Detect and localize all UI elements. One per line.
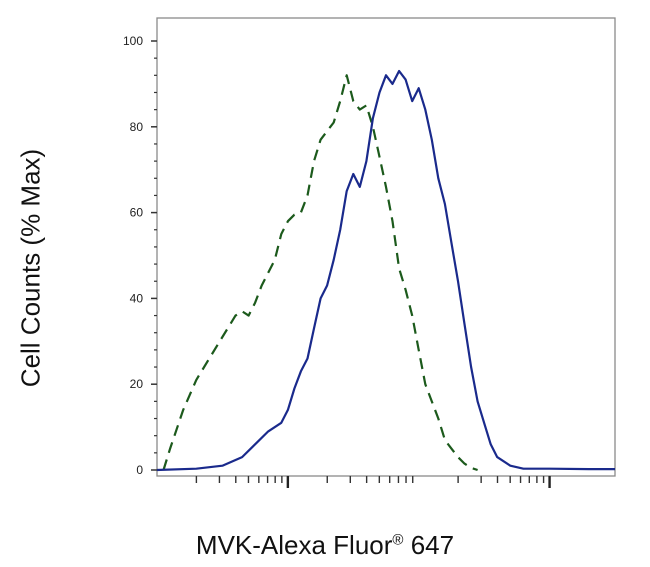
- y-tick-label: 40: [130, 291, 144, 305]
- y-axis-label: Cell Counts (% Max): [15, 148, 46, 388]
- plot-frame: [156, 17, 616, 477]
- y-tick-label: 80: [130, 120, 144, 134]
- y-tick-label: 0: [136, 463, 143, 477]
- y-tick-label: 100: [123, 34, 143, 48]
- y-tick-label: 60: [130, 206, 144, 220]
- x-axis: [195, 476, 551, 488]
- x-axis-label-text: MVK-Alexa Fluor: [195, 530, 393, 560]
- y-tick-label: 20: [130, 377, 144, 391]
- x-axis-label: MVK-Alexa Fluor® 647: [0, 530, 650, 561]
- series-line-solid: [156, 69, 615, 472]
- series-group: [156, 69, 615, 472]
- registered-mark: ®: [392, 531, 404, 549]
- y-axis: 0 20 40 60 80 100: [123, 34, 157, 477]
- x-axis-label-suffix: 647: [403, 530, 455, 560]
- series-line-dashed: [162, 74, 478, 472]
